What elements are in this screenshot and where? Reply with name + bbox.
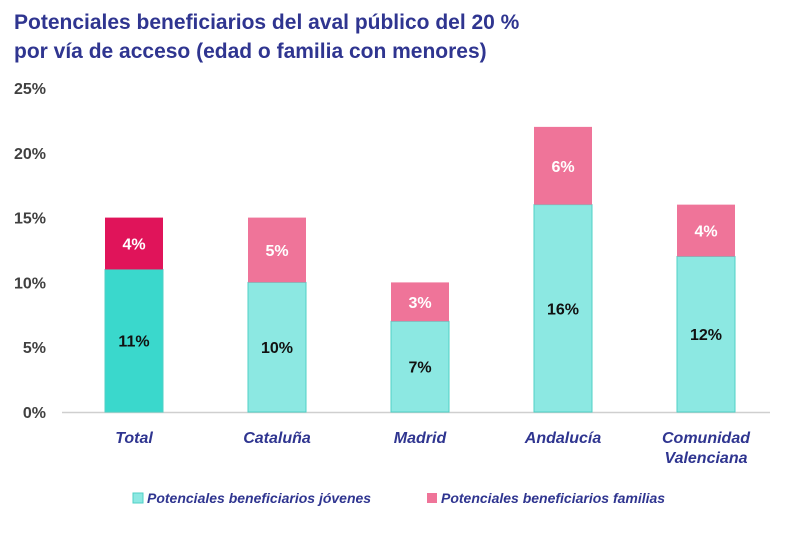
data-label: 7% [408, 360, 431, 377]
bar-jovenes [676, 255, 736, 413]
x-tick-label: Total [115, 430, 153, 447]
y-tick-label: 20% [14, 146, 46, 163]
bar-familias [105, 217, 163, 270]
bar-jovenes [247, 281, 307, 413]
bar-familias [391, 282, 449, 322]
data-label: 3% [408, 295, 431, 312]
y-tick-label: 25% [14, 81, 46, 98]
legend-label: Potenciales beneficiarios jóvenes [147, 490, 371, 506]
bar-jovenes [533, 204, 593, 413]
y-tick-label: 15% [14, 211, 46, 228]
data-label: 4% [694, 224, 717, 241]
bar-jovenes [104, 268, 164, 413]
data-label: 12% [690, 327, 722, 344]
legend-label: Potenciales beneficiarios familias [441, 490, 665, 506]
y-tick-label: 10% [14, 275, 46, 292]
data-label: 4% [122, 237, 145, 254]
x-tick-label: Comunidad [662, 430, 751, 447]
y-tick-label: 5% [23, 340, 46, 357]
y-tick-label: 0% [23, 405, 46, 422]
title-line-1: Potenciales beneficiarios del aval públi… [14, 11, 520, 34]
data-label: 6% [551, 159, 574, 176]
bar-familias [677, 204, 735, 257]
bar-familias [534, 126, 592, 205]
title-line-2: por vía de acceso (edad o familia con me… [14, 40, 487, 63]
data-label: 10% [261, 340, 293, 357]
data-label: 5% [265, 243, 288, 260]
bar-familias [248, 217, 306, 283]
x-tick-label: Madrid [394, 430, 448, 447]
x-tick-label: Cataluña [243, 430, 311, 447]
data-label: 11% [118, 334, 149, 351]
legend-swatch [132, 492, 144, 504]
chart-title: Potenciales beneficiarios del aval públi… [14, 8, 519, 66]
x-tick-label: Andalucía [524, 430, 602, 447]
legend-swatch [427, 493, 437, 503]
x-tick-label: Valenciana [664, 450, 747, 467]
data-label: 16% [547, 301, 579, 318]
